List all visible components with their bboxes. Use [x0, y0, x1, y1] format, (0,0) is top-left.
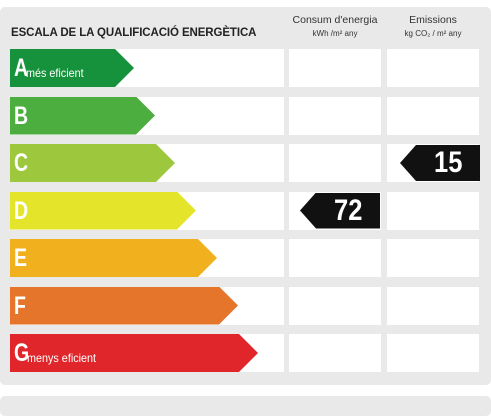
- consumption-header-label: Consum d'energia: [292, 14, 378, 26]
- rating-row-e: E: [0, 239, 491, 277]
- consumption-cell: [289, 96, 381, 135]
- rating-arrow-c: C: [10, 144, 175, 182]
- rating-bar-cell: E: [10, 239, 284, 277]
- emissions-header-label: Emissions: [409, 14, 457, 26]
- emissions-header-unit: kg CO₂ / m² any: [404, 29, 462, 38]
- emissions-cell: 15: [387, 144, 480, 182]
- consumption-value: 72: [333, 193, 362, 227]
- footer-panel: [0, 396, 491, 416]
- rating-bar-cell: C: [10, 144, 284, 182]
- consumption-cell: [289, 239, 381, 277]
- rating-arrow-e: E: [10, 239, 217, 277]
- emissions-cell: [387, 191, 479, 230]
- rating-letter: B: [14, 101, 29, 130]
- rating-arrow-b: B: [10, 96, 155, 135]
- rating-row-f: F: [0, 286, 491, 325]
- consumption-column-header: Consum d'energia kWh /m² any: [289, 14, 381, 40]
- emissions-cell: [387, 239, 479, 277]
- rating-row-b: B: [0, 96, 491, 135]
- rating-letter: F: [14, 291, 26, 320]
- rating-letter: G: [14, 339, 30, 367]
- emissions-value-marker: 15: [400, 145, 480, 181]
- consumption-cell: 72: [289, 191, 381, 230]
- rating-arrow-f: F: [10, 286, 238, 325]
- consumption-header-unit: kWh /m² any: [312, 29, 358, 38]
- rating-bar-cell: D: [10, 191, 284, 230]
- consumption-cell: [289, 286, 381, 325]
- rating-bar-cell: B: [10, 96, 284, 135]
- rating-row-c: C 15: [0, 144, 491, 182]
- page-title: ESCALA DE LA QUALIFICACIÓ ENERGÈTICA: [11, 27, 257, 39]
- emissions-cell: [387, 286, 479, 325]
- rating-bar-cell: F: [10, 286, 284, 325]
- rating-letter: E: [14, 244, 28, 272]
- emissions-cell: [387, 49, 479, 87]
- consumption-cell: [289, 49, 381, 87]
- rating-letter: C: [14, 149, 29, 177]
- rating-description: menys eficient: [27, 351, 97, 365]
- emissions-value: 15: [433, 146, 462, 179]
- consumption-value-marker: 72: [300, 192, 380, 229]
- consumption-cell: [289, 144, 381, 182]
- rating-letter: A: [14, 54, 29, 82]
- emissions-cell: [387, 334, 479, 372]
- rating-arrow-d: D: [10, 191, 196, 230]
- rating-letter: D: [14, 196, 29, 225]
- emissions-cell: [387, 96, 479, 135]
- emissions-column-header: Emissions kg CO₂ / m² any: [387, 14, 479, 40]
- rating-description: més eficient: [26, 66, 84, 80]
- rating-row-d: D 72: [0, 191, 491, 230]
- consumption-cell: [289, 334, 381, 372]
